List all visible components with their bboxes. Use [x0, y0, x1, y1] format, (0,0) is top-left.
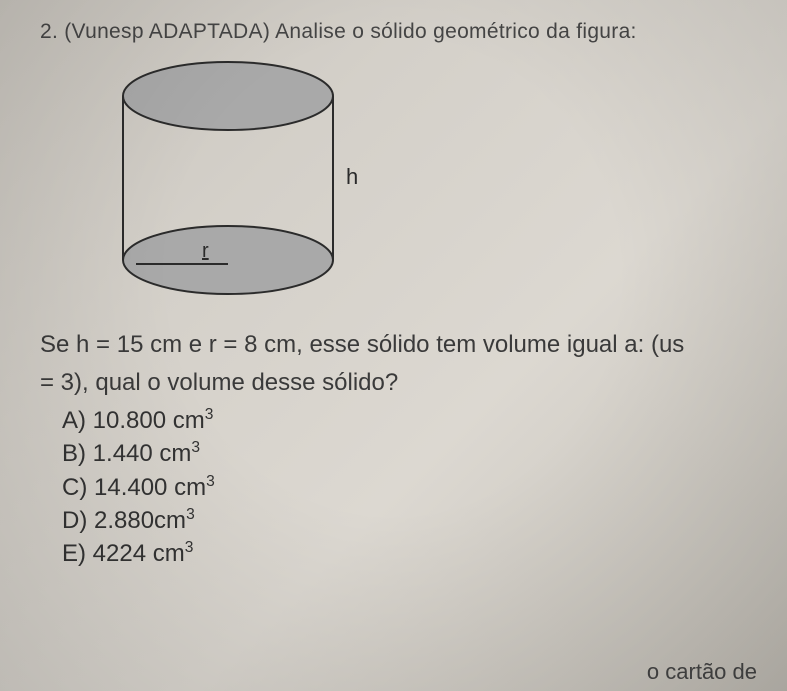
cylinder-svg: hr — [110, 54, 370, 304]
option-letter: B) — [62, 440, 86, 467]
option-text: 2.880cm — [94, 507, 186, 534]
option-e: E) 4224 cm3 — [62, 537, 787, 570]
stem-line-1: Analise o sólido geométrico da figura: — [275, 20, 637, 43]
option-letter: E) — [62, 540, 86, 567]
cylinder-diagram: hr — [110, 54, 787, 309]
option-b: B) 1.440 cm3 — [62, 437, 787, 470]
option-exponent: 3 — [191, 439, 200, 456]
option-d: D) 2.880cm3 — [62, 504, 787, 537]
option-exponent: 3 — [206, 473, 215, 490]
stem-line-3: = 3), qual o volume desse sólido? — [40, 367, 787, 399]
options-list: A) 10.800 cm3B) 1.440 cm3C) 14.400 cm3D)… — [62, 404, 787, 571]
option-exponent: 3 — [185, 539, 194, 556]
option-text: 4224 cm — [93, 540, 185, 567]
svg-text:r: r — [202, 240, 209, 262]
option-exponent: 3 — [186, 506, 195, 523]
option-exponent: 3 — [205, 406, 214, 423]
question-source: (Vunesp ADAPTADA) — [64, 20, 270, 43]
question-number: 2. — [40, 20, 58, 43]
option-a: A) 10.800 cm3 — [62, 404, 787, 437]
option-letter: C) — [62, 474, 87, 501]
option-letter: A) — [62, 407, 86, 434]
option-text: 1.440 cm — [93, 440, 192, 467]
option-text: 10.800 cm — [93, 407, 205, 434]
question-header: 2. (Vunesp ADAPTADA) Analise o sólido ge… — [40, 20, 787, 44]
footer-fragment: o cartão de — [647, 659, 757, 685]
option-text: 14.400 cm — [94, 474, 206, 501]
option-c: C) 14.400 cm3 — [62, 471, 787, 504]
svg-text:h: h — [346, 164, 358, 189]
option-letter: D) — [62, 507, 87, 534]
stem-line-2: Se h = 15 cm e r = 8 cm, esse sólido tem… — [40, 329, 787, 361]
exam-page: 2. (Vunesp ADAPTADA) Analise o sólido ge… — [0, 0, 787, 691]
